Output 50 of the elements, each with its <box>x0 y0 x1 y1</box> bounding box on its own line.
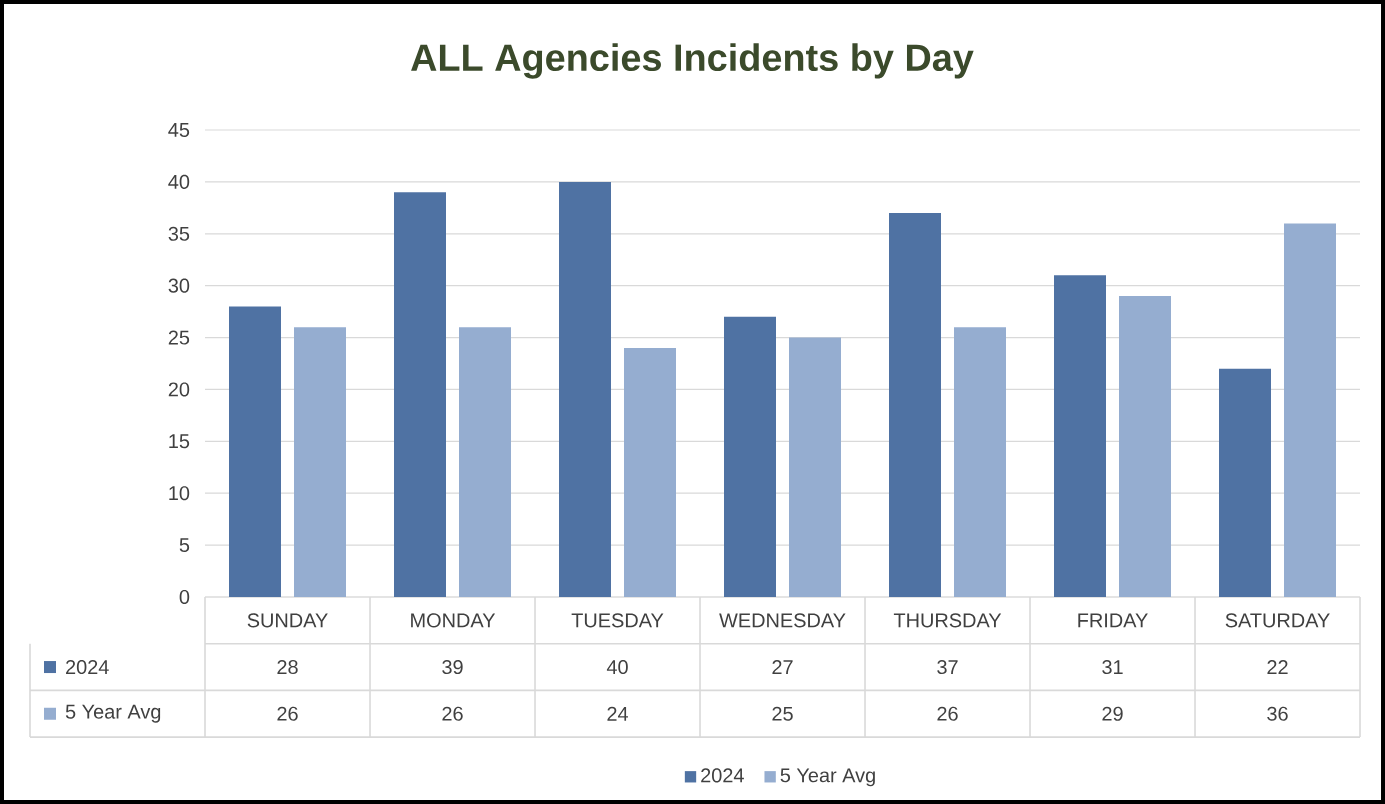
data-label: 24 <box>607 706 628 721</box>
data-label: 26 <box>277 706 298 721</box>
x-tick-label: SATURDAY <box>1225 613 1330 628</box>
data-label: 26 <box>442 706 463 721</box>
bar <box>559 181 611 597</box>
bar <box>954 327 1006 597</box>
bar <box>1119 296 1171 597</box>
data-label: 37 <box>937 660 958 675</box>
y-tick-label: 25 <box>168 330 190 345</box>
x-tick-label: SUNDAY <box>247 613 328 628</box>
data-label: 31 <box>1102 660 1123 675</box>
text: 2024 <box>701 768 744 783</box>
text: 5 Year Avg <box>65 704 161 723</box>
bar <box>1219 368 1271 597</box>
data-label: 26 <box>937 706 958 721</box>
bar <box>1284 223 1336 597</box>
y-tick-label: 15 <box>169 434 190 449</box>
x-tick-label: THURSDAY <box>893 613 1002 628</box>
y-tick-label: 45 <box>168 123 190 137</box>
y-tick-label: 30 <box>168 278 190 293</box>
x-tick-label: TUESDAY <box>571 613 664 628</box>
y-tick-label: 5 <box>179 538 190 553</box>
data-label: 22 <box>1267 660 1288 674</box>
data-label: 25 <box>772 706 793 721</box>
bar <box>394 192 446 597</box>
legend-label: 5 Year Avg <box>780 768 875 787</box>
bar <box>724 316 776 597</box>
data-label: 36 <box>1267 706 1288 721</box>
data-label: 40 <box>606 660 628 675</box>
bar <box>1054 275 1106 597</box>
bar <box>889 213 941 597</box>
y-tick-label: 10 <box>169 486 190 501</box>
y-tick-label: 20 <box>168 382 190 397</box>
bar <box>229 306 281 597</box>
y-tick-label: 0 <box>179 589 190 605</box>
x-tick-label: MONDAY <box>411 613 496 628</box>
bar <box>459 327 511 597</box>
bar <box>294 327 346 597</box>
data-label: 28 <box>277 660 298 675</box>
x-tick-label: WEDNESDAY <box>719 613 846 628</box>
data-label: 29 <box>1102 706 1123 721</box>
y-tick-label: 40 <box>168 174 190 189</box>
bar <box>789 337 841 597</box>
chart-title: ALL Agencies Incidents by Day <box>411 43 974 79</box>
x-tick-label: FRIDAY <box>1078 613 1148 628</box>
data-label: 39 <box>442 660 463 675</box>
y-tick-label: 35 <box>168 226 190 241</box>
data-label: 27 <box>772 660 793 674</box>
legend-label: 2024 <box>66 660 109 675</box>
bar <box>624 347 676 597</box>
